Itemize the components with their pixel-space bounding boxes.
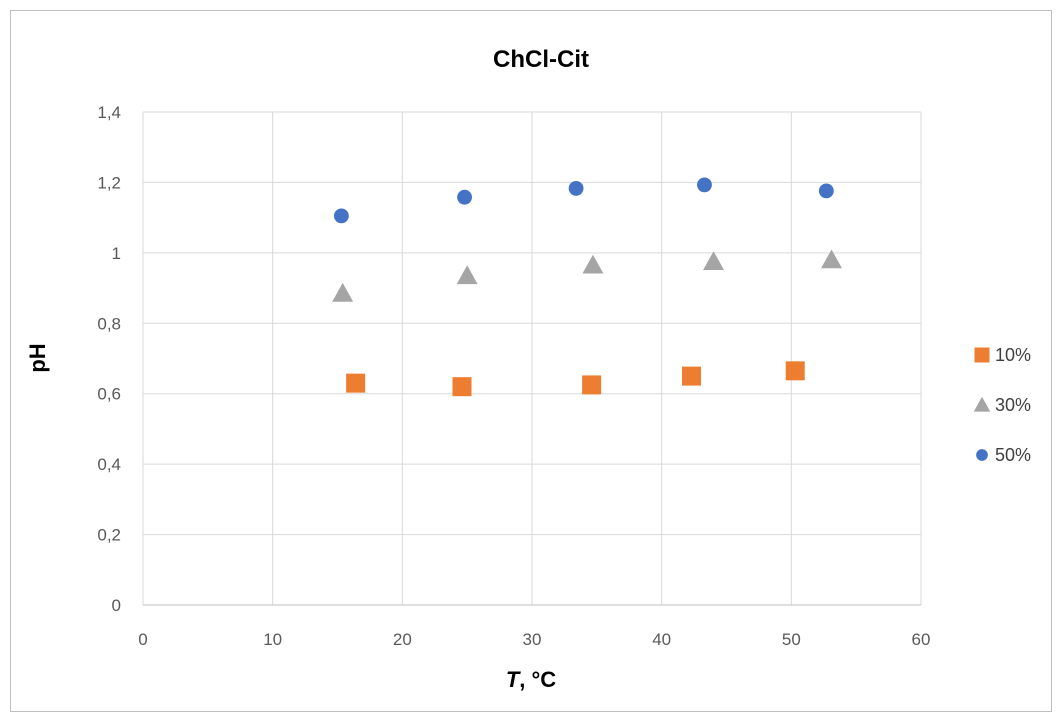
axes: [142, 112, 921, 606]
legend-item: 10%: [974, 345, 1031, 365]
y-tick-label: 0,2: [97, 526, 121, 545]
legend-marker: [973, 396, 991, 412]
legend-marker: [976, 449, 988, 461]
x-tick-label: 50: [782, 630, 801, 649]
y-tick-label: 1: [112, 244, 121, 263]
data-point: [332, 282, 354, 302]
chart-area: [10, 10, 1052, 712]
data-point: [681, 366, 701, 386]
x-tick-label: 30: [523, 630, 542, 649]
data-point: [457, 189, 472, 205]
data-point: [703, 251, 724, 271]
chart-title: ChCl-Cit: [493, 46, 589, 73]
gridlines: [143, 111, 922, 605]
x-tick-label: 0: [138, 630, 147, 649]
x-tick-label: 40: [652, 630, 671, 649]
x-axis-title: T, °C: [506, 667, 556, 692]
legend-item: 50%: [976, 445, 1031, 465]
legend-item: 30%: [973, 395, 1031, 415]
series-square: [346, 361, 805, 397]
series-triangle: [332, 249, 842, 302]
x-tick-label: 20: [393, 630, 412, 649]
x-tick-labels: 0 10 20 30 40 50 60: [138, 630, 930, 649]
legend-label: 30%: [995, 395, 1031, 415]
x-tick-label: 10: [263, 630, 282, 649]
data-point: [785, 361, 805, 381]
data-point: [821, 249, 842, 269]
data-points: [332, 177, 842, 397]
y-tick-labels: 0 0,2 0,4 0,6 0,8 1 1,2 1,4: [97, 103, 121, 615]
x-axis-title-symbol: T: [506, 667, 521, 692]
legend-label: 50%: [995, 445, 1031, 465]
series-circle: [333, 177, 834, 224]
legend: 10% 30% 50%: [973, 345, 1031, 465]
x-axis-title-unit: , °C: [519, 667, 556, 692]
y-tick-label: 0,4: [97, 455, 121, 474]
x-tick-label: 60: [912, 630, 931, 649]
y-tick-label: 1,4: [97, 103, 121, 122]
data-point: [452, 377, 472, 397]
y-tick-label: 0,6: [97, 385, 121, 404]
data-point: [582, 375, 602, 395]
y-tick-label: 1,2: [97, 173, 121, 192]
y-axis-title: pH: [25, 343, 50, 372]
data-point: [568, 181, 584, 196]
y-tick-label: 0,8: [97, 314, 121, 333]
data-point: [697, 177, 712, 193]
legend-marker: [974, 347, 990, 363]
legend-label: 10%: [995, 345, 1031, 365]
data-point: [456, 265, 478, 285]
data-point: [333, 208, 349, 224]
y-tick-label: 0: [112, 596, 121, 615]
data-point: [582, 254, 604, 274]
data-point: [818, 183, 834, 199]
data-point: [346, 373, 366, 393]
